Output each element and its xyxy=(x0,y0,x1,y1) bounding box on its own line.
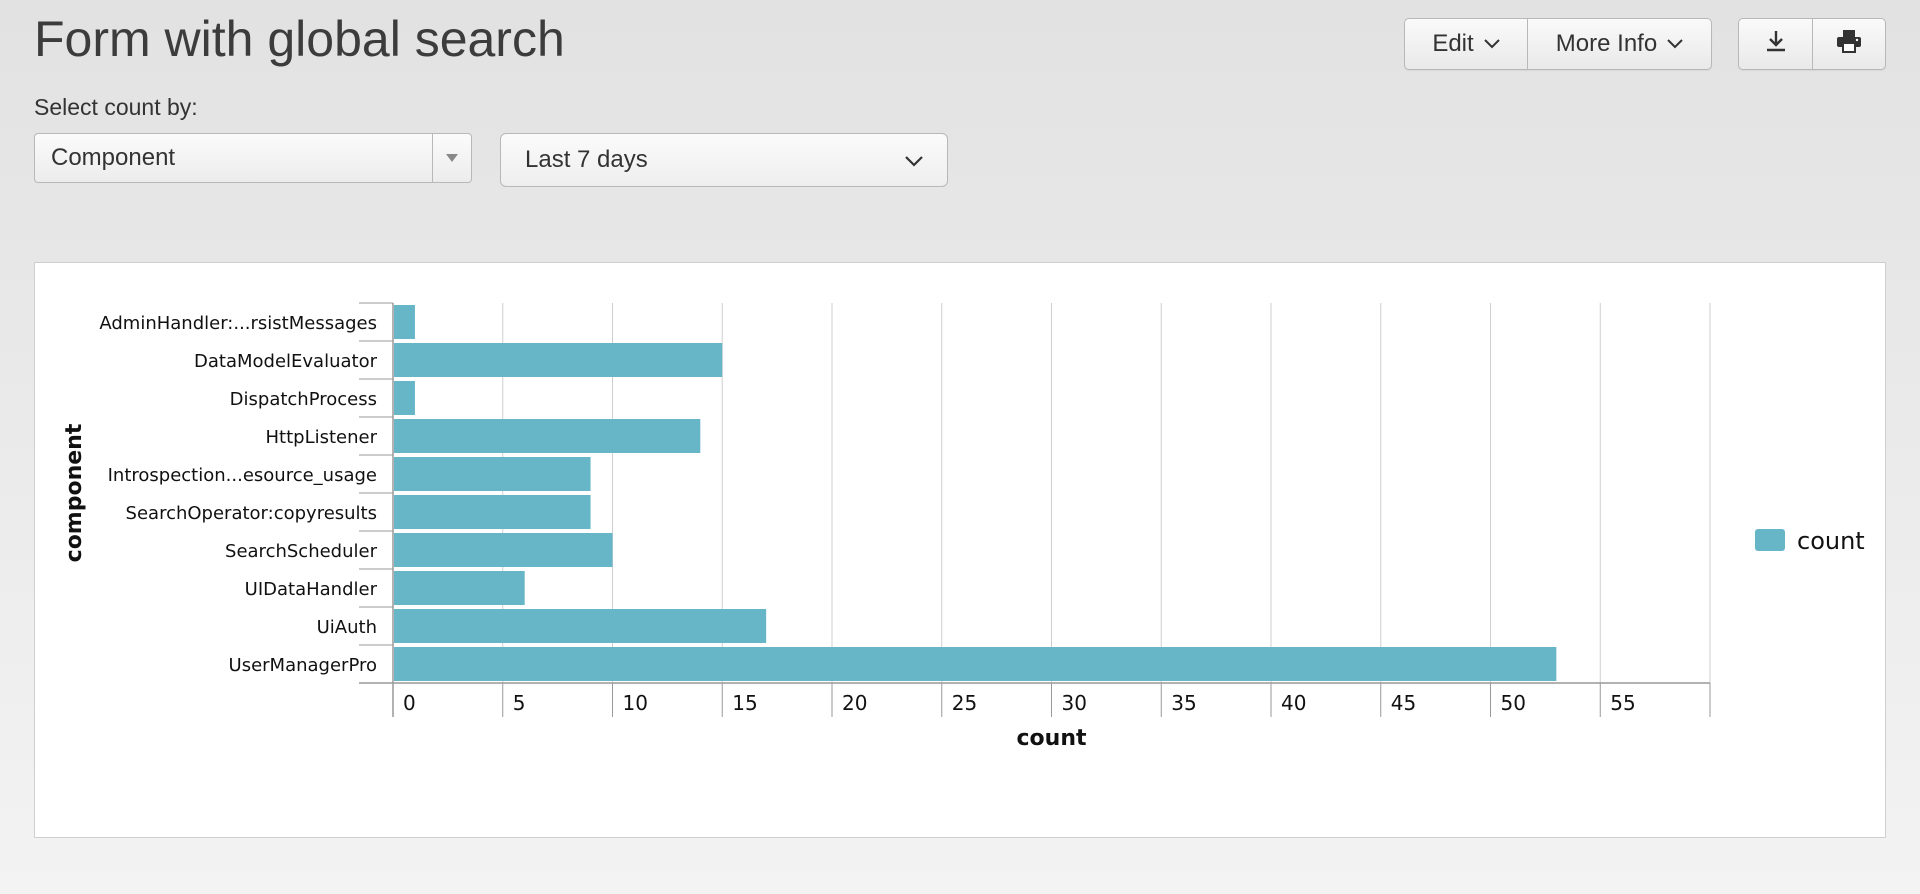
bar xyxy=(394,457,591,491)
chevron-down-icon xyxy=(1483,39,1500,49)
time-range-value: Last 7 days xyxy=(525,146,648,173)
y-axis-title: component xyxy=(62,423,87,562)
print-button[interactable] xyxy=(1812,19,1885,69)
bar xyxy=(394,381,415,415)
count-by-value: Component xyxy=(51,144,176,171)
x-tick-label: 35 xyxy=(1171,691,1196,715)
y-tick-label: UiAuth xyxy=(317,617,377,638)
bar xyxy=(394,343,723,377)
chart-panel: AdminHandler:...rsistMessages DataModelEv… xyxy=(34,262,1886,838)
y-tick-label: SearchScheduler xyxy=(225,541,378,562)
y-tick-label: DispatchProcess xyxy=(230,389,377,410)
chevron-down-icon xyxy=(905,146,923,174)
bar-chart: AdminHandler:...rsistMessages DataModelEv… xyxy=(62,302,1865,751)
x-tick-label: 10 xyxy=(623,691,648,715)
time-range-picker[interactable]: Last 7 days xyxy=(500,133,948,187)
x-axis-title: count xyxy=(1017,726,1087,751)
bar xyxy=(394,609,767,643)
export-actions xyxy=(1738,18,1886,70)
more-info-button[interactable]: More Info xyxy=(1527,19,1711,69)
x-tick-label: 25 xyxy=(952,691,977,715)
edit-button[interactable]: Edit xyxy=(1405,19,1527,69)
chevron-down-icon xyxy=(1667,39,1683,49)
download-button[interactable] xyxy=(1739,19,1812,69)
dashboard-actions: Edit More Info xyxy=(1404,18,1712,70)
y-tick-label: AdminHandler:...rsistMessages xyxy=(99,313,377,334)
x-tick-label: 5 xyxy=(513,691,526,715)
bar xyxy=(394,305,415,339)
bar xyxy=(394,533,613,567)
y-tick-label: SearchOperator:copyresults xyxy=(126,503,377,524)
caret-down-icon[interactable] xyxy=(432,134,471,182)
legend-swatch xyxy=(1755,529,1785,551)
y-tick-label: UserManagerPro xyxy=(229,655,377,676)
y-tick-label: DataModelEvaluator xyxy=(194,351,378,372)
x-tick-label: 55 xyxy=(1610,691,1635,715)
x-tick-label: 15 xyxy=(732,691,757,715)
y-tick-label: HttpListener xyxy=(266,427,378,448)
bar xyxy=(394,495,591,529)
bar xyxy=(394,419,701,453)
x-tick-label: 40 xyxy=(1281,691,1306,715)
legend-label: count xyxy=(1797,527,1865,555)
count-by-select[interactable]: Component xyxy=(34,133,472,183)
x-tick-label: 45 xyxy=(1391,691,1416,715)
print-icon xyxy=(1836,29,1862,60)
count-by-label: Select count by: xyxy=(34,94,198,120)
more-info-button-label: More Info xyxy=(1555,30,1658,57)
bar xyxy=(394,571,525,605)
y-tick-label: UIDataHandler xyxy=(245,579,378,600)
y-tick-label: Introspection...esource_usage xyxy=(108,465,377,486)
x-tick-label: 30 xyxy=(1062,691,1087,715)
edit-button-label: Edit xyxy=(1432,30,1474,57)
bar xyxy=(394,647,1557,681)
page-title: Form with global search xyxy=(34,11,565,67)
x-tick-label: 0 xyxy=(403,691,416,715)
x-tick-label: 20 xyxy=(842,691,867,715)
download-icon xyxy=(1764,29,1788,60)
x-tick-label: 50 xyxy=(1501,691,1526,715)
